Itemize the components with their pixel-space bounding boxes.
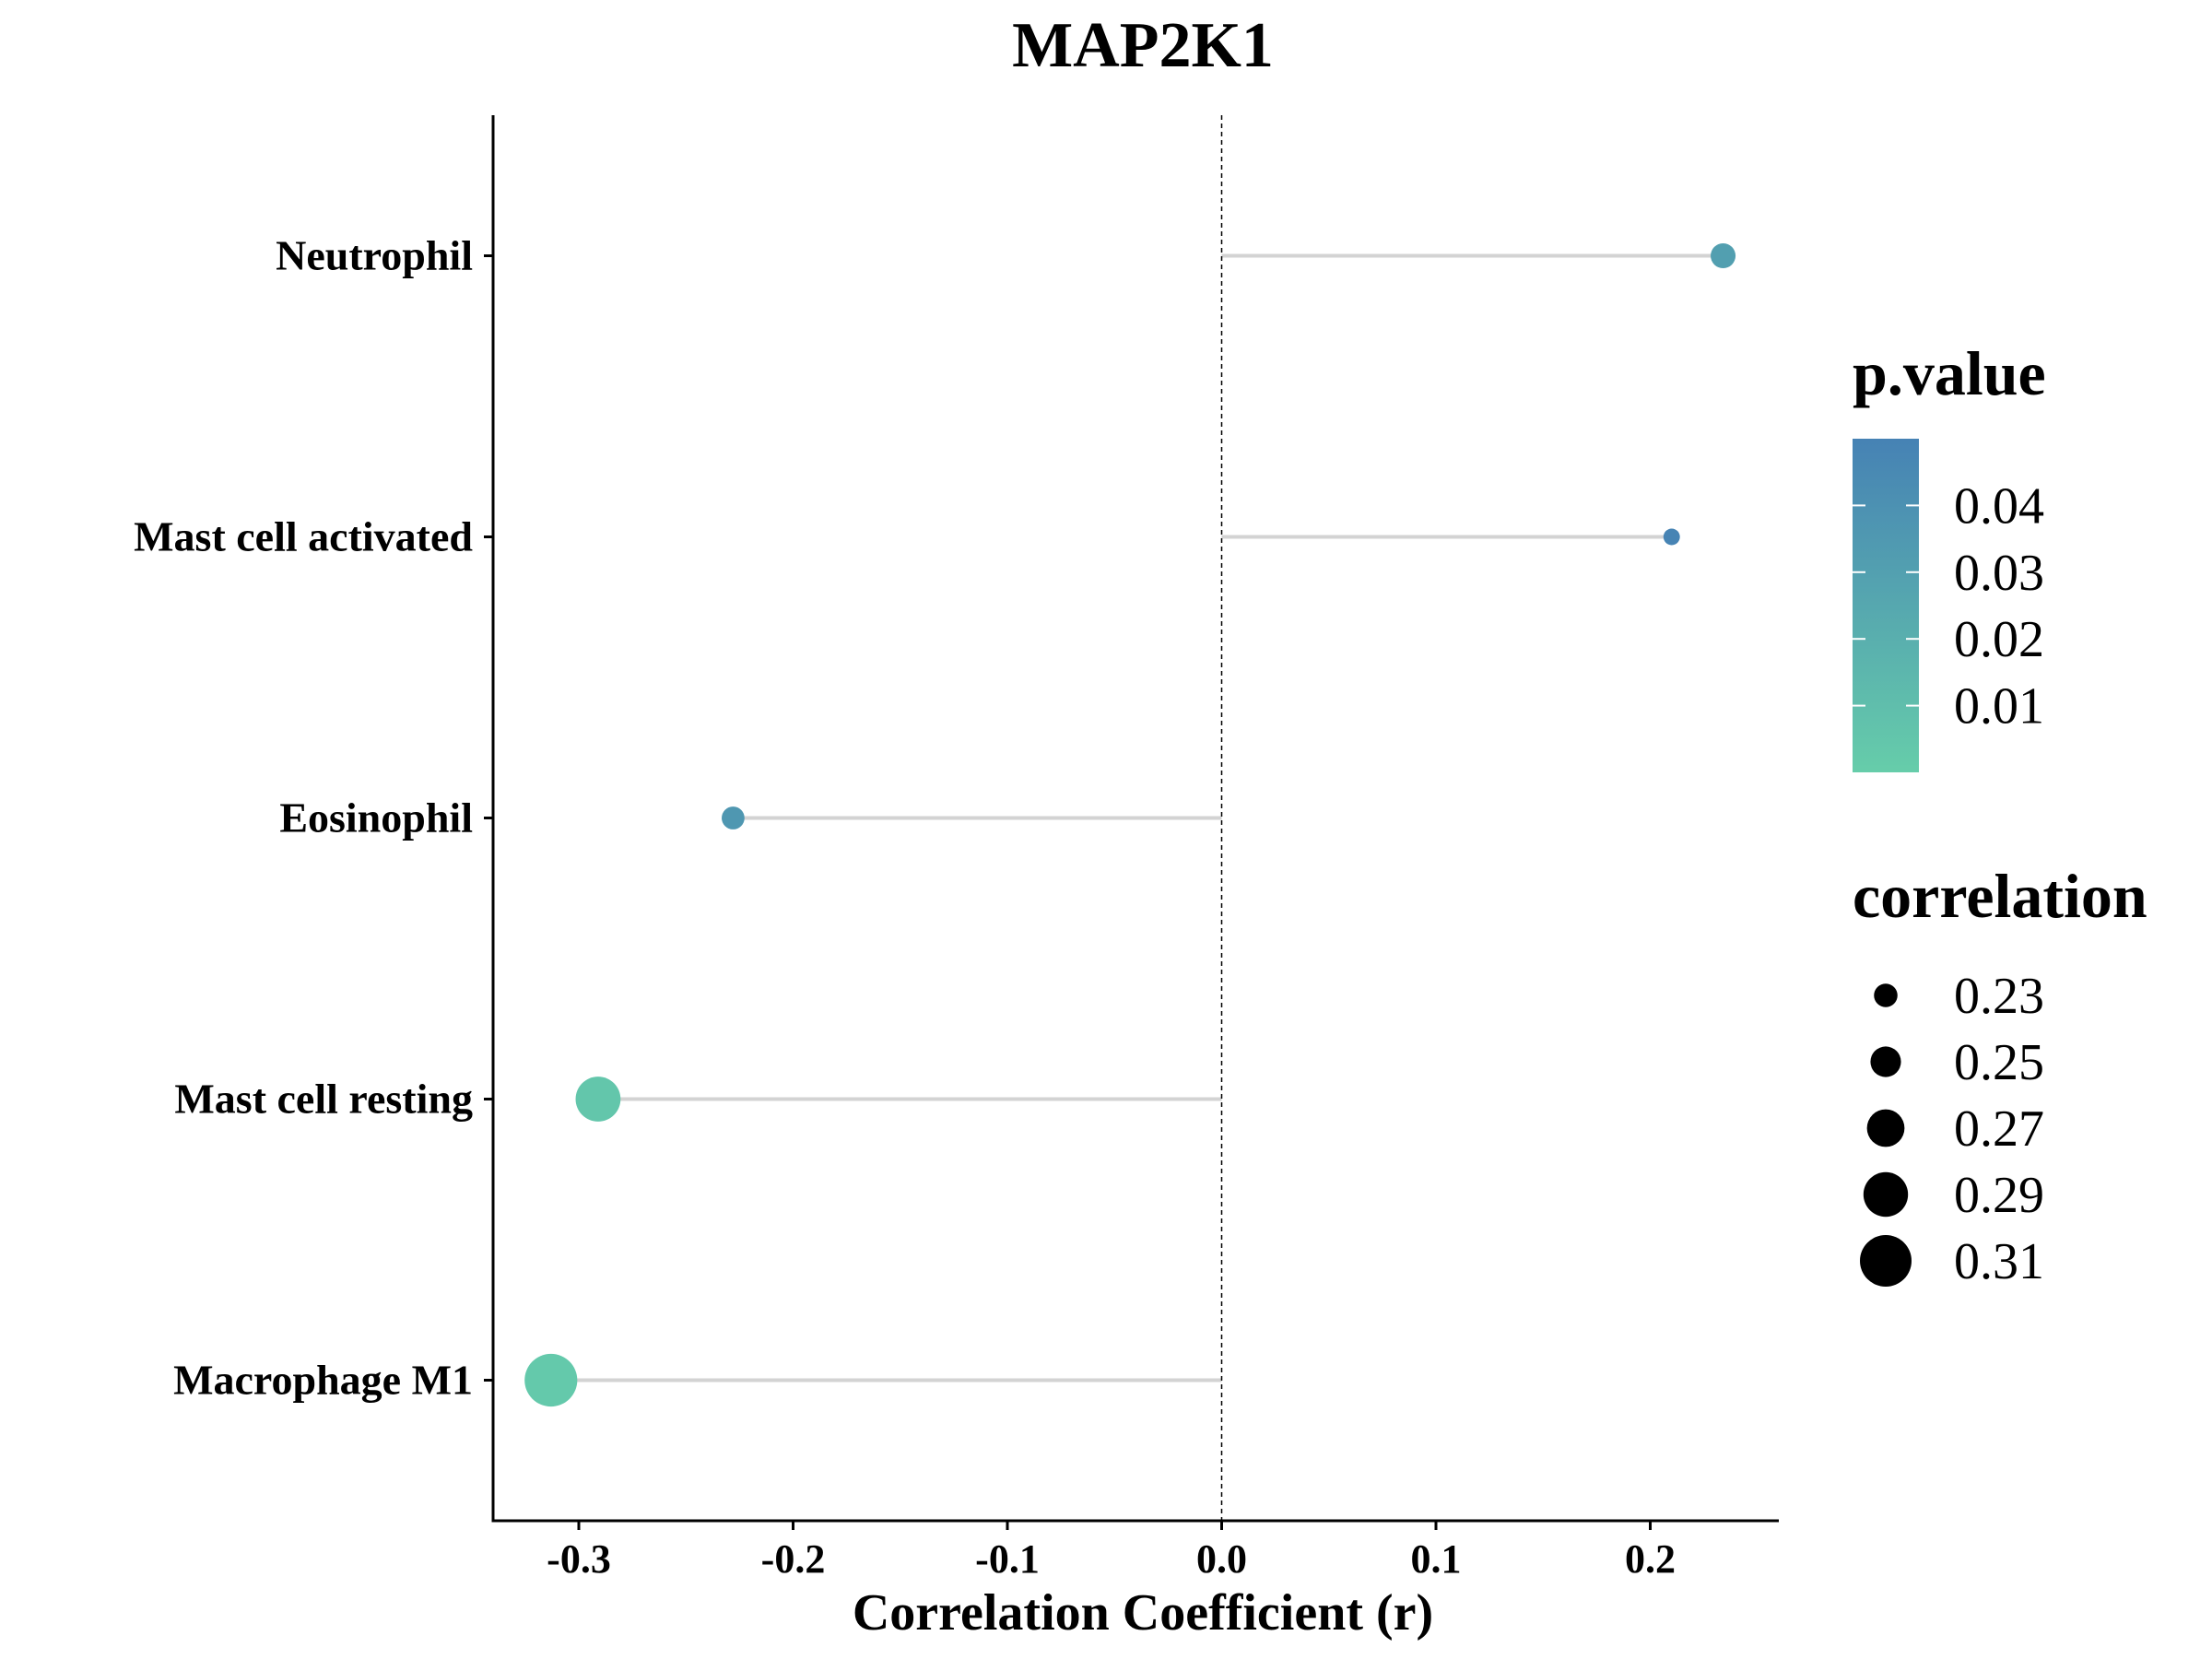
correlation-legend: correlation 0.23 0.25 0.27 0.29 0.31 [1853, 861, 2147, 1290]
correlation-key-dot [1860, 1235, 1912, 1287]
x-axis-label: Correlation Coefficient (r) [853, 1584, 1433, 1641]
correlation-break-label: 0.29 [1954, 1167, 2044, 1224]
x-tick-label: -0.2 [761, 1536, 826, 1582]
x-tick-label: -0.1 [975, 1536, 1040, 1582]
point-mast-cell-resting [575, 1077, 621, 1122]
correlation-break-label: 0.31 [1954, 1233, 2044, 1290]
point-eosinophil [722, 806, 745, 830]
pvalue-legend: p.value 0.04 0.03 0.02 0.01 [1853, 338, 2046, 772]
x-tick-label: 0.0 [1196, 1536, 1247, 1582]
correlation-key-dot [1866, 1109, 1905, 1147]
correlation-legend-title: correlation [1853, 861, 2147, 931]
pvalue-break-label: 0.04 [1954, 477, 2044, 535]
y-axis-ticks: Neutrophil Mast cell activated Eosinophil M… [134, 232, 493, 1404]
point-mast-cell-activated [1663, 528, 1680, 546]
correlation-key-dot [1870, 1046, 1901, 1077]
x-tick-label: 0.1 [1411, 1536, 1462, 1582]
y-tick-label: Mast cell resting [174, 1076, 473, 1123]
correlation-key-dot [1874, 983, 1898, 1007]
lollipop-points [524, 242, 1736, 1407]
chart-title: MAP2K1 [1012, 10, 1274, 81]
pvalue-legend-title: p.value [1853, 338, 2046, 408]
y-tick-label: Macrophage M1 [173, 1357, 473, 1404]
pvalue-break-label: 0.02 [1954, 611, 2044, 668]
x-axis-ticks: -0.3 -0.2 -0.1 0.0 0.1 0.2 [547, 1521, 1676, 1582]
pvalue-break-label: 0.01 [1954, 678, 2044, 735]
correlation-legend-keys: 0.23 0.25 0.27 0.29 0.31 [1860, 968, 2044, 1290]
pvalue-colorbar [1853, 439, 1919, 772]
correlation-break-label: 0.27 [1954, 1100, 2044, 1158]
pvalue-legend-breaks: 0.04 0.03 0.02 0.01 [1853, 477, 2044, 735]
correlation-break-label: 0.25 [1954, 1034, 2044, 1091]
correlation-break-label: 0.23 [1954, 968, 2044, 1025]
y-tick-label: Mast cell activated [134, 513, 473, 560]
y-tick-label: Neutrophil [276, 232, 473, 279]
correlation-key-dot [1863, 1171, 1909, 1218]
point-neutrophil [1711, 242, 1736, 269]
point-macrophage-m1 [524, 1353, 578, 1407]
x-tick-label: -0.3 [547, 1536, 611, 1582]
pvalue-break-label: 0.03 [1954, 545, 2044, 602]
x-tick-label: 0.2 [1625, 1536, 1676, 1582]
lollipop-segments [550, 253, 1724, 1382]
y-tick-label: Eosinophil [279, 794, 473, 841]
